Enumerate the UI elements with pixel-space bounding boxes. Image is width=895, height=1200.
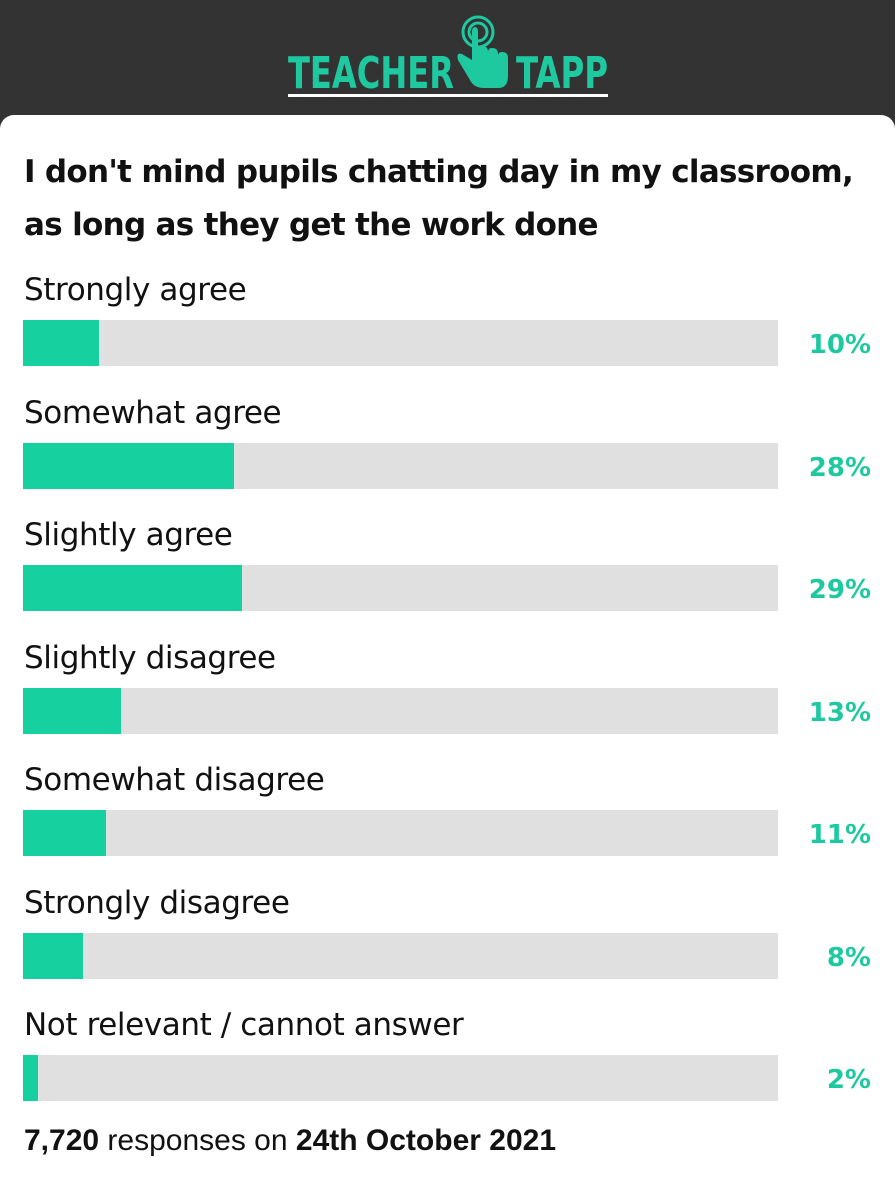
response-text: responses on bbox=[107, 1124, 288, 1157]
option-label: Somewhat agree bbox=[24, 394, 282, 431]
bar-track bbox=[23, 932, 778, 979]
option-label: Slightly disagree bbox=[24, 639, 276, 676]
poll-card bbox=[0, 115, 895, 1200]
bar-track bbox=[23, 442, 778, 489]
option-label: Somewhat disagree bbox=[24, 762, 325, 798]
percent-label: 10% bbox=[808, 330, 871, 360]
bar-track bbox=[23, 687, 778, 734]
poll-option: Slightly agree 29% bbox=[0, 517, 895, 627]
bar-fill bbox=[23, 320, 99, 366]
poll-option: Slightly disagree 13% bbox=[0, 640, 895, 750]
bar-track bbox=[23, 810, 778, 856]
percent-label: 28% bbox=[808, 452, 871, 483]
percent-label: 2% bbox=[826, 1065, 871, 1095]
option-label: Slightly agree bbox=[24, 517, 233, 553]
bar-track bbox=[23, 1055, 778, 1101]
percent-label: 29% bbox=[808, 575, 871, 605]
bar-fill bbox=[23, 687, 121, 734]
option-label: Strongly disagree bbox=[24, 884, 290, 921]
teacher-tapp-logo-graphic: TEACHER TAPP bbox=[288, 15, 608, 99]
poll-option: Strongly disagree 8% bbox=[0, 885, 895, 995]
question-title: I don't mind pupils chatting day in my c… bbox=[24, 154, 854, 243]
svg-text:TAPP: TAPP bbox=[516, 48, 608, 99]
poll-option: Not relevant / cannot answer 2% bbox=[0, 1007, 895, 1117]
header-bar: TEACHER TAPP bbox=[0, 0, 895, 115]
percent-label: 11% bbox=[808, 820, 871, 850]
bar-fill bbox=[23, 932, 83, 979]
percent-label: 13% bbox=[808, 697, 871, 728]
poll-option: Strongly agree 10% bbox=[0, 272, 895, 382]
response-summary: 7,720 responses on 24th October 2021 bbox=[24, 1124, 556, 1158]
svg-text:TEACHER: TEACHER bbox=[288, 48, 454, 99]
option-label: Not relevant / cannot answer bbox=[24, 1007, 464, 1043]
bar-track bbox=[23, 320, 778, 366]
option-label: Strongly agree bbox=[24, 272, 247, 308]
bar-track bbox=[23, 565, 778, 611]
bar-fill bbox=[23, 442, 234, 489]
poll-option: Somewhat agree 28% bbox=[0, 395, 895, 505]
tap-finger-icon bbox=[457, 15, 508, 88]
teacher-tapp-logo: TEACHER TAPP bbox=[286, 14, 610, 100]
response-date: 24th October 2021 bbox=[295, 1124, 557, 1157]
response-count: 7,720 bbox=[24, 1124, 100, 1157]
bar-fill bbox=[23, 810, 106, 856]
bar-fill bbox=[23, 565, 242, 611]
poll-option: Somewhat disagree 11% bbox=[0, 762, 895, 872]
percent-label: 8% bbox=[826, 942, 871, 973]
bar-fill bbox=[23, 1055, 38, 1101]
